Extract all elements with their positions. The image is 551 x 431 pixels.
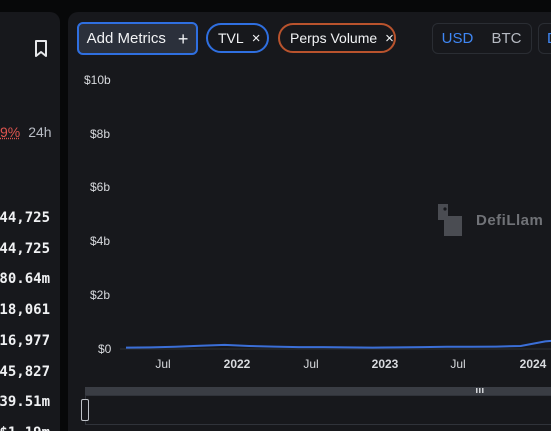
range-window[interactable]: [85, 395, 551, 425]
x-tick-label: 2022: [223, 357, 251, 371]
add-metrics-button[interactable]: Add Metrics +: [77, 22, 198, 55]
plus-icon: +: [177, 28, 189, 49]
close-icon[interactable]: ×: [385, 29, 394, 47]
metric-chip-label: TVL: [218, 30, 244, 46]
currency-option-usd[interactable]: USD: [441, 30, 474, 47]
y-tick-label: $10b: [84, 73, 111, 87]
add-metrics-label: Add Metrics: [86, 30, 166, 47]
range-grip-icon[interactable]: [476, 386, 484, 395]
stat-value: 80.64m: [0, 271, 50, 288]
y-tick-label: $0: [98, 342, 112, 356]
denomination-toggle[interactable]: D: [538, 23, 551, 54]
stat-value: 44,725: [0, 240, 50, 257]
change-percent: 9%: [0, 124, 21, 140]
x-tick-label: Jul: [303, 357, 319, 371]
y-tick-label: $4b: [90, 234, 111, 248]
chart-panel: Add Metrics + TVL × Perps Volume × USD B…: [68, 12, 551, 431]
llama-logo-icon: [438, 204, 462, 236]
x-tick-label: Jul: [155, 357, 171, 371]
stats-panel: 9% 24h 44,725 44,725 80.64m 18,061 16,977…: [0, 12, 60, 431]
currency-option-btc[interactable]: BTC: [491, 30, 522, 47]
y-tick-label: $8b: [90, 127, 111, 141]
watermark-text: DefiLlam: [476, 211, 544, 229]
close-icon[interactable]: ×: [251, 29, 261, 47]
series-line-tvl: [125, 339, 551, 349]
currency-toggle: USD BTC: [432, 23, 532, 54]
x-tick-label: Jul: [450, 357, 466, 371]
stat-value: 44,725: [0, 210, 50, 226]
x-tick-label: 2023: [371, 357, 399, 371]
stat-value: 16,977: [0, 332, 50, 349]
range-handle-left[interactable]: [81, 399, 89, 421]
stat-value: 39.51m: [0, 394, 50, 411]
stat-value: $1.19m: [0, 418, 50, 431]
stat-value: 45,827: [0, 363, 50, 380]
chart-plot: [120, 339, 551, 350]
x-tick-label: 2024: [519, 357, 547, 371]
change-period: 24h: [28, 124, 52, 140]
price-change: 9% 24h: [0, 124, 52, 140]
stat-value: 18,061: [0, 302, 50, 319]
metric-chip-label: Perps Volume: [290, 30, 378, 46]
metric-chip-perps-volume[interactable]: Perps Volume ×: [278, 23, 396, 53]
range-track[interactable]: [85, 387, 551, 395]
y-tick-label: $6b: [90, 180, 111, 194]
y-tick-label: $2b: [90, 288, 111, 302]
watermark: DefiLlam: [434, 200, 543, 240]
stat-values: 44,725 44,725 80.64m 18,061 16,977 45,82…: [0, 203, 50, 431]
metric-chip-tvl[interactable]: TVL ×: [206, 23, 269, 53]
bookmark-icon[interactable]: [34, 40, 48, 58]
